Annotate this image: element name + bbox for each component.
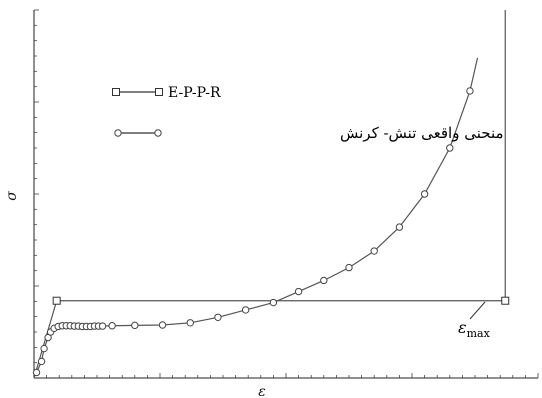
svg-text:εmax: εmax <box>458 318 491 340</box>
real-curve-circle-marker <box>37 357 46 366</box>
epsilon-max-symbol: ε <box>458 318 467 337</box>
eppr-square-marker <box>501 296 510 305</box>
real-curve-circle-marker <box>420 190 429 198</box>
x-axis-label: ε <box>258 384 266 398</box>
legend-eppr-label: E-P-P-R <box>168 85 221 101</box>
real-curve-circle-marker <box>214 313 222 321</box>
real-curve-circle-marker <box>345 263 353 272</box>
legend-eppr-marker-left <box>112 88 120 96</box>
real-curve-circle-marker <box>40 344 48 353</box>
y-axis-label: σ <box>4 191 20 201</box>
real-curve-circle-marker <box>108 322 116 330</box>
legend: E-P-P-R منحنی واقعی تنش- کرنش <box>112 85 504 142</box>
eppr-line <box>33 10 506 379</box>
eppr-square-marker <box>52 296 61 305</box>
real-curve-circle-marker <box>186 319 194 327</box>
epsilon-max-pointer <box>469 301 486 320</box>
real-curve-circle-marker <box>131 321 139 330</box>
real-curve-circle-marker <box>466 87 474 95</box>
legend-real-marker-right <box>154 129 162 137</box>
legend-eppr-marker-right <box>155 88 163 96</box>
real-curve-circle-marker <box>294 287 303 296</box>
axis-labels: σ ε <box>4 191 266 398</box>
real-curve-circle-marker <box>158 321 167 329</box>
real-curve-circle-marker <box>98 322 107 330</box>
legend-real-marker-left <box>114 129 122 137</box>
real-curve-circle-marker <box>446 144 454 152</box>
series-layer <box>32 10 510 379</box>
epsilon-max-subscript: max <box>467 327 491 340</box>
real-curve-circle-marker <box>370 247 378 255</box>
epsilon-max-annotation: εmax <box>458 301 491 340</box>
real-curve-circle-marker <box>269 298 278 307</box>
axis-ticks <box>34 9 539 378</box>
real-curve-circle-marker <box>395 223 404 231</box>
legend-real-label: منحنی واقعی تنش- کرنش <box>340 124 504 142</box>
real-curve-circle-marker <box>320 276 328 285</box>
real-curve-circle-marker <box>32 368 41 377</box>
real-curve-circle-marker <box>241 306 250 314</box>
